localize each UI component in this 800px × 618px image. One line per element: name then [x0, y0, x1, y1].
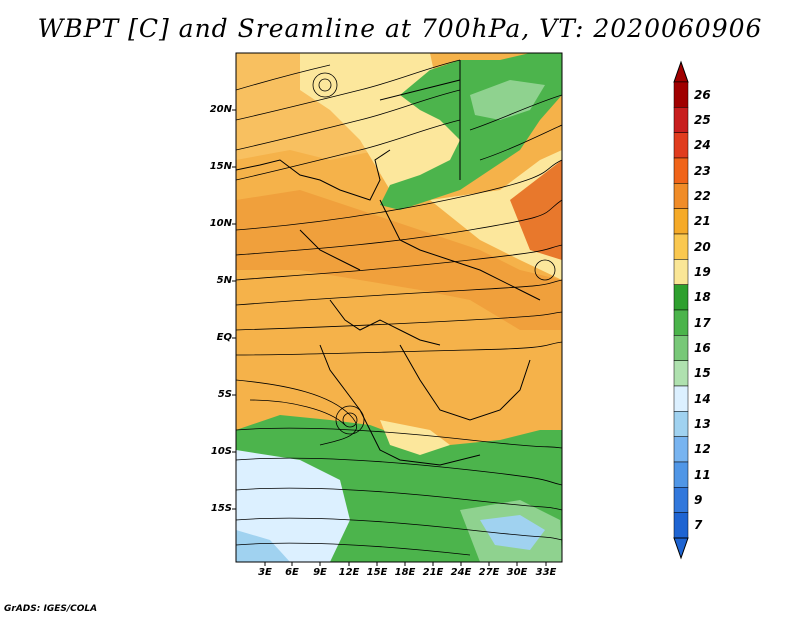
colorbar-segment [673, 107, 689, 133]
colorbar-segment [673, 259, 689, 285]
colorbar-label: 18 [694, 290, 711, 305]
colorbar-segment [673, 512, 689, 539]
colorbar-label: 21 [694, 214, 711, 229]
colorbar-top-arrow [673, 60, 689, 83]
y-tick-label: EQ [216, 332, 232, 343]
colorbar-label: 17 [694, 315, 711, 330]
colorbar-label: 11 [694, 467, 711, 482]
colorbar-bottom-arrow [673, 537, 689, 560]
colorbar-segment [673, 183, 689, 209]
colorbar-segment [673, 487, 689, 513]
x-tick-label: 30E [506, 567, 528, 578]
wbpt-field [236, 53, 562, 562]
y-tick-label: 15S [210, 503, 232, 514]
field-blue-se [480, 515, 545, 550]
chart-title: WBPT [C] and Sreamline at 700hPa, VT: 20… [37, 14, 763, 43]
colorbar-segment [673, 309, 689, 336]
colorbar-label: 26 [694, 87, 711, 102]
x-tick-label: 6E [285, 567, 299, 578]
colorbar-segment [673, 411, 689, 437]
field-blue-sw [236, 530, 290, 562]
x-tick-label: 18E [394, 567, 416, 578]
field-light-green-ne [470, 80, 545, 120]
colorbar-label: 9 [694, 493, 703, 507]
colorbar-segment [673, 335, 689, 361]
field-orange-central [236, 190, 562, 330]
colorbar-label: 20 [694, 239, 711, 254]
field-yellow-south [380, 420, 450, 455]
colorbar [673, 60, 689, 560]
colorbar-segment [673, 81, 689, 108]
y-tick-label: 10S [210, 446, 232, 457]
y-tick-label: 5N [216, 275, 232, 286]
y-tick-label: 5S [217, 389, 232, 400]
colorbar-segment [673, 436, 689, 463]
colorbar-label: 16 [694, 341, 711, 355]
map-frame [235, 52, 563, 563]
colorbar-label: 23 [694, 163, 711, 178]
colorbar-segment [673, 385, 689, 412]
x-tick-label: 21E [422, 567, 444, 578]
footer-credit: GrADS: IGES/COLA [4, 604, 98, 614]
x-tick-label: 12E [338, 567, 360, 578]
x-tick-label: 33E [535, 567, 557, 578]
streamlines [236, 59, 562, 556]
colorbar-segment [673, 233, 689, 260]
colorbar-segment [673, 132, 689, 159]
colorbar-label: 13 [694, 417, 711, 431]
x-tick-label: 27E [478, 567, 500, 578]
colorbar-label: 19 [694, 265, 711, 279]
field-red-orange-east [510, 160, 562, 260]
y-tick-label: 15N [209, 161, 232, 172]
y-ticks [232, 109, 236, 510]
colorbar-label: 7 [694, 518, 703, 533]
colorbar-segment [673, 157, 689, 184]
field-pale-blue-sw [236, 450, 350, 562]
colorbar-label: 15 [694, 366, 711, 381]
y-tick-label: 10N [209, 218, 232, 229]
x-tick-label: 15E [366, 567, 388, 578]
colorbar-label: 12 [694, 442, 711, 457]
colorbar-label: 22 [694, 189, 711, 203]
colorbar-segment [673, 461, 689, 488]
colorbar-label: 14 [694, 391, 711, 406]
colorbar-label: 25 [694, 113, 711, 127]
x-ticks [264, 562, 547, 566]
colorbar-segment [673, 284, 689, 311]
x-tick-label: 3E [258, 567, 272, 578]
y-tick-label: 20N [209, 104, 232, 115]
x-tick-label: 24E [450, 567, 472, 578]
x-tick-label: 9E [313, 567, 327, 578]
colorbar-label: 24 [694, 138, 711, 153]
colorbar-segment [673, 208, 689, 235]
colorbar-segment [673, 360, 689, 387]
